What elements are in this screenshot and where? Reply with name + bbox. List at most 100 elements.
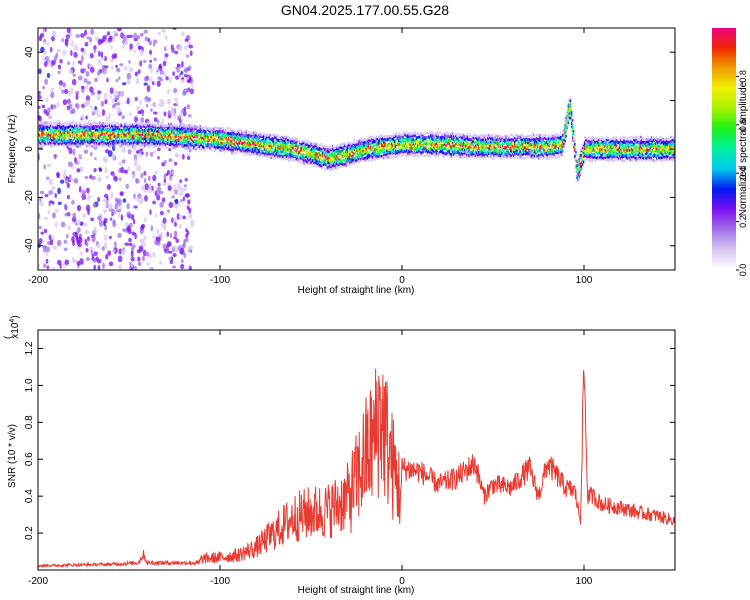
spectrogram-ridge-cell [492, 142, 494, 145]
spectrogram-ridge-cell [508, 143, 511, 146]
spectrogram-ridge-cell [393, 154, 396, 158]
spectrogram-ridge-cell [320, 149, 323, 152]
spectrogram-ridge-cell [428, 149, 431, 153]
spectrogram-ridge-cell [170, 140, 172, 144]
spectrogram-ridge-cell [300, 156, 302, 160]
spectrogram-noise-cell [188, 212, 193, 219]
spectrogram-ridge-cell [498, 145, 501, 148]
spectrogram-ridge-cell [381, 154, 384, 158]
spectrogram-ridge-cell [474, 154, 477, 157]
spectrogram-ridge-cell [393, 146, 396, 149]
spectrogram-noise-cell [96, 258, 102, 264]
spectrogram-ridge-cell [497, 143, 500, 146]
spectrogram-ridge-cell [329, 148, 331, 152]
spectrogram-ridge-cell [196, 126, 198, 129]
spectrogram-noise-cell [139, 49, 144, 57]
spectrogram-ridge-cell [269, 140, 271, 144]
spectrogram-ridge-cell [246, 138, 248, 141]
spectrogram-ridge-cell [330, 154, 333, 158]
spectrogram-ridge-cell [79, 144, 81, 148]
spectrogram-noise-cell [178, 223, 183, 229]
spectrogram-ridge-cell [368, 148, 371, 152]
spectrogram-ridge-cell [448, 139, 450, 143]
spectrogram-ridge-cell [316, 163, 318, 167]
spectrogram-ridge-cell [506, 134, 508, 137]
spectrogram-ridge-cell [232, 137, 234, 140]
spectrogram-ridge-cell [117, 139, 120, 143]
spectrogram-ridge-cell [249, 146, 252, 150]
spectrogram-ridge-cell [211, 127, 214, 131]
spectrogram-ridge-cell [461, 153, 464, 156]
spectrogram-ridge-cell [482, 138, 484, 142]
spectrogram-ridge-cell [331, 150, 334, 154]
spectrogram-noise-cell [85, 115, 88, 120]
spectrogram-ridge-cell [52, 144, 54, 148]
spectrogram-noise-cell [54, 193, 58, 198]
spectrogram-ridge-cell [365, 147, 367, 151]
spectrogram-ridge-cell [43, 143, 45, 147]
spectrogram-ridge-cell [281, 157, 283, 160]
spectrogram-ridge-cell [104, 134, 107, 138]
spectrogram-ridge-cell [101, 144, 103, 148]
spectrogram-ridge-cell [201, 133, 204, 136]
spectrogram-ridge-cell [397, 140, 399, 143]
spectrogram-ridge-cell [406, 143, 408, 147]
spectrogram-ridge-cell [315, 154, 317, 158]
spectrogram-ridge-cell [173, 132, 175, 135]
spectrogram-ridge-cell [283, 152, 286, 156]
spectrogram-ridge-cell [469, 145, 471, 148]
spectrogram-ridge-cell [444, 140, 446, 143]
spectrogram-noise-cell [102, 198, 108, 203]
spectrogram-ridge-cell [51, 145, 53, 148]
spectrogram-ridge-cell [166, 124, 169, 127]
spectrogram-ridge-cell [92, 124, 94, 128]
spectrogram-noise-cell [93, 49, 97, 53]
spectrogram-ridge-cell [348, 141, 350, 144]
spectrogram-ridge-cell [511, 151, 514, 154]
spectrogram-noise-cell [174, 189, 178, 195]
spectrogram-ridge-cell [330, 152, 333, 156]
spectrogram-ridge-cell [478, 137, 480, 141]
spectrogram-noise-cell [178, 45, 183, 52]
spectrogram-ridge-cell [458, 132, 460, 136]
spectrogram-ridge-cell [305, 139, 307, 142]
spectrogram-noise-cell [50, 87, 55, 92]
spectrogram-ridge-cell [265, 145, 267, 148]
spectrogram-ridge-cell [181, 128, 183, 132]
spectrogram-ridge-cell [436, 131, 438, 134]
spectrogram-ridge-cell [328, 152, 330, 155]
spectrogram-ridge-cell [427, 147, 430, 150]
spectrogram-ridge-cell [472, 146, 475, 150]
spectrogram-ridge-cell [398, 135, 400, 138]
spectrogram-ridge-cell [178, 139, 181, 143]
spectrogram-ridge-cell [172, 123, 174, 127]
spectrogram-ridge-cell [142, 122, 145, 126]
spectrogram-ridge-cell [385, 142, 387, 146]
spectrogram-ridge-cell [266, 152, 268, 156]
spectrogram-ridge-cell [154, 144, 157, 148]
spectrogram-ridge-cell [167, 136, 170, 140]
spectrogram-noise-cell [110, 171, 115, 176]
spectrogram-ridge-cell [375, 143, 377, 147]
spectrogram-ridge-cell [312, 159, 314, 162]
spectrogram-ridge-cell [134, 125, 136, 129]
spectrogram-ridge-cell [302, 149, 304, 153]
spectrogram-ridge-cell [497, 144, 500, 148]
spectrogram-ridge-cell [153, 136, 156, 140]
spectrogram-ridge-cell [504, 138, 506, 142]
spectrogram-ridge-cell [269, 156, 271, 160]
spectrogram-ridge-cell [380, 149, 383, 153]
spectrogram-ridge-cell [148, 141, 150, 145]
spectrogram-ridge-cell [498, 140, 501, 144]
spectrogram-ridge-cell [319, 147, 322, 151]
spectrogram-ridge-cell [452, 144, 455, 148]
spectrogram-noise-cell [85, 204, 91, 212]
spectrogram-ridge-cell [479, 153, 481, 156]
spectrogram-ridge-cell [86, 131, 88, 135]
spectrogram-ridge-cell [114, 127, 116, 131]
spectrogram-ridge-cell [454, 149, 456, 153]
spectrogram-ridge-cell [221, 127, 223, 131]
spectrogram-ridge-cell [221, 137, 223, 141]
spectrogram-ridge-cell [485, 152, 488, 156]
spectrogram-ridge-cell [511, 152, 514, 156]
